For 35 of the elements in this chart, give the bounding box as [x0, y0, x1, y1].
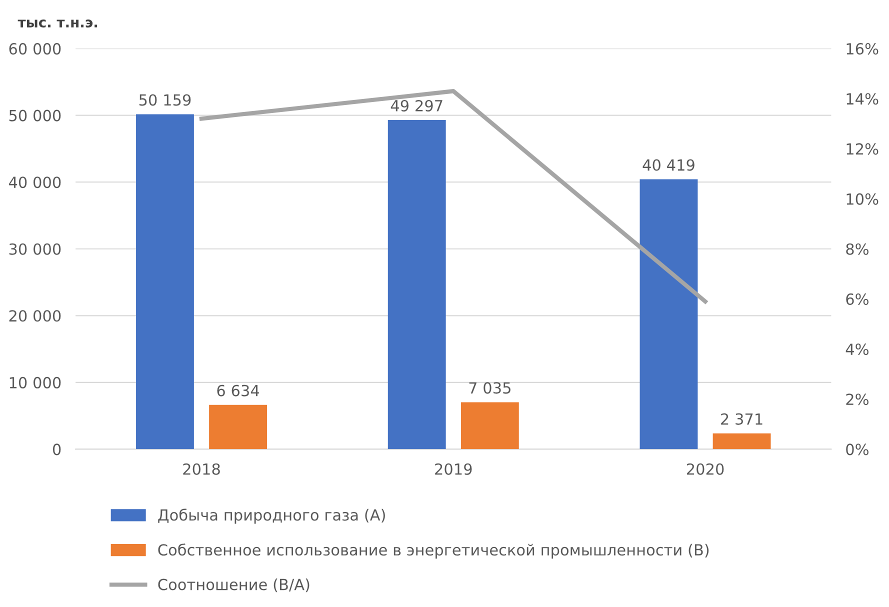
bar: [388, 120, 446, 450]
y2-tick-label: 10%: [846, 193, 878, 205]
data-label: 7 035: [469, 382, 510, 394]
data-label: 6 634: [217, 384, 260, 396]
bar: [136, 114, 194, 450]
y-axis-title: тыс. т.н.э.: [18, 20, 98, 28]
y2-tick-label: 12%: [846, 143, 878, 155]
bar: [640, 179, 698, 450]
y-tick-label: 60 000: [9, 43, 61, 55]
y2-tick-label: 0%: [846, 444, 868, 456]
x-tick-label: 2019: [435, 463, 472, 475]
bar: [209, 404, 267, 450]
y-tick-label: 40 000: [8, 176, 61, 188]
y-tick-label: 10 000: [10, 376, 61, 388]
data-label: 40 419: [642, 159, 694, 171]
y-tick-label: 30 000: [9, 243, 61, 255]
legend-label: Добыча природного газа (А): [158, 508, 385, 524]
y2-tick-label: 14%: [846, 93, 878, 105]
bar: [460, 402, 519, 450]
bar: [712, 433, 771, 450]
y-tick-label: 50 000: [9, 110, 61, 122]
y2-tick-label: 8%: [846, 243, 868, 255]
data-label: 50 159: [139, 94, 191, 106]
y2-tick-label: 16%: [846, 43, 878, 55]
y-tick-label: 0: [52, 444, 61, 456]
x-tick-label: 2020: [686, 463, 724, 475]
x-tick-label: 2018: [183, 463, 220, 475]
y-tick-label: 20 000: [9, 310, 61, 322]
y2-tick-label: 4%: [846, 343, 868, 356]
y2-tick-label: 2%: [846, 394, 868, 406]
legend-label: Соотношение (В/А): [158, 578, 310, 592]
data-label: 2 371: [721, 413, 762, 425]
y2-tick-label: 6%: [846, 293, 868, 305]
data-label: 49 297: [390, 100, 442, 112]
legend-label: Собственное использование в энергетической промышленности (В): [158, 544, 709, 559]
